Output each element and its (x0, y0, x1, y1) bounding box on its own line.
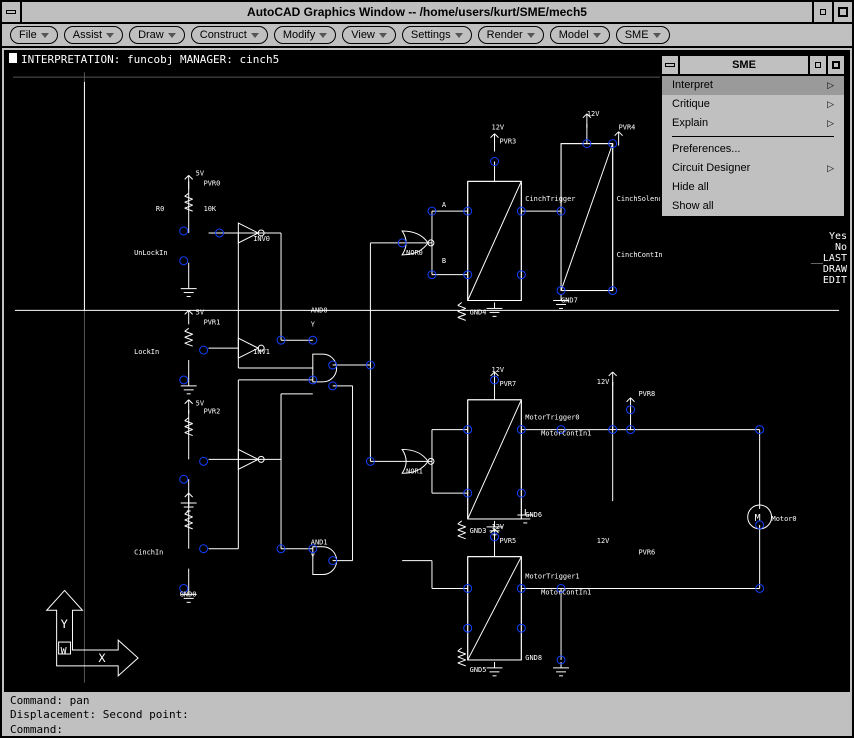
popup-title: SME (680, 59, 808, 71)
popup-max-button[interactable] (826, 56, 844, 74)
menu-draw[interactable]: Draw (129, 26, 185, 44)
side-text: EDIT (791, 275, 849, 286)
svg-text:Y: Y (311, 320, 316, 328)
side-text: Yes (791, 231, 849, 242)
svg-text:PVR3: PVR3 (499, 138, 516, 146)
menubar: File Assist Draw Construct Modify View Setting… (2, 24, 852, 48)
popup-item-hide-all[interactable]: Hide all (662, 178, 844, 197)
svg-text:CinchContIn: CinchContIn (617, 251, 663, 259)
svg-text:PVR2: PVR2 (204, 408, 221, 416)
cmd-line-2: Displacement: Second point: (10, 708, 844, 722)
svg-text:AND1: AND1 (311, 539, 328, 547)
svg-text:5V: 5V (196, 169, 204, 177)
svg-text:X: X (98, 651, 106, 665)
popup-titlebar[interactable]: SME (662, 56, 844, 76)
svg-text:12V: 12V (587, 110, 600, 118)
menu-model[interactable]: Model (550, 26, 610, 44)
menu-file[interactable]: File (10, 26, 58, 44)
svg-text:GND0: GND0 (180, 590, 197, 598)
app-window: AutoCAD Graphics Window -- /home/users/k… (0, 0, 854, 738)
window-menu-button[interactable] (2, 2, 22, 22)
svg-text:GND3: GND3 (470, 527, 487, 535)
side-text: __LAST (791, 253, 849, 264)
svg-text:GND8: GND8 (525, 654, 542, 662)
svg-text:GND7: GND7 (561, 296, 578, 304)
svg-text:GND6: GND6 (525, 511, 542, 519)
titlebar[interactable]: AutoCAD Graphics Window -- /home/users/k… (2, 2, 852, 24)
svg-text:PVR7: PVR7 (499, 380, 516, 388)
svg-text:PVR1: PVR1 (204, 318, 221, 326)
side-text: No (791, 242, 849, 253)
svg-text:MotorTrigger1: MotorTrigger1 (525, 573, 579, 581)
svg-text:12V: 12V (492, 124, 505, 132)
svg-text:INV0: INV0 (253, 235, 270, 243)
popup-item-critique[interactable]: Critique▷ (662, 95, 844, 114)
svg-text:B: B (442, 257, 446, 265)
svg-text:LockIn: LockIn (134, 348, 159, 356)
svg-text:GND5: GND5 (470, 666, 487, 674)
svg-text:UnLockIn: UnLockIn (134, 249, 167, 257)
svg-text:12V: 12V (597, 378, 610, 386)
svg-text:PVR5: PVR5 (499, 537, 516, 545)
svg-text:MotorContIn1: MotorContIn1 (541, 588, 591, 596)
cmd-line-1: Command: pan (10, 694, 844, 708)
svg-text:M: M (755, 513, 761, 524)
svg-text:INV1: INV1 (253, 348, 270, 356)
svg-text:PVR8: PVR8 (638, 390, 655, 398)
sme-popup: SME Interpret▷Critique▷Explain▷ Preferenc… (660, 54, 846, 218)
command-area[interactable]: Command: pan Displacement: Second point:… (4, 690, 850, 734)
svg-text:Y: Y (61, 617, 68, 631)
svg-text:NOR1: NOR1 (406, 467, 423, 475)
menu-sme[interactable]: SME (616, 26, 670, 44)
svg-text:Y: Y (311, 553, 316, 561)
svg-text:NOR0: NOR0 (406, 249, 423, 257)
svg-text:12V: 12V (492, 523, 505, 531)
svg-text:A: A (442, 201, 447, 209)
side-text: DRAW (791, 264, 849, 275)
svg-text:12V: 12V (597, 537, 610, 545)
svg-text:CinchTrigger: CinchTrigger (525, 195, 575, 203)
svg-text:R0: R0 (156, 205, 164, 213)
svg-text:GND4: GND4 (470, 308, 487, 316)
maximize-button[interactable] (832, 2, 852, 22)
menu-assist[interactable]: Assist (64, 26, 123, 44)
svg-text:PVR4: PVR4 (619, 124, 636, 132)
svg-text:12V: 12V (492, 366, 505, 374)
svg-text:PVR0: PVR0 (204, 179, 221, 187)
menu-view[interactable]: View (342, 26, 396, 44)
popup-item-show-all[interactable]: Show all (662, 197, 844, 216)
popup-item-interpret[interactable]: Interpret▷ (662, 76, 844, 95)
minimize-button[interactable] (812, 2, 832, 22)
svg-text:MotorContIn1: MotorContIn1 (541, 430, 591, 438)
menu-settings[interactable]: Settings (402, 26, 472, 44)
popup-item-preferences-[interactable]: Preferences... (662, 140, 844, 159)
svg-text:PVR6: PVR6 (638, 549, 655, 557)
popup-menu-button[interactable] (662, 56, 680, 74)
menu-construct[interactable]: Construct (191, 26, 268, 44)
svg-text:CinchIn: CinchIn (134, 549, 163, 557)
cmd-line-3: Command: (10, 723, 844, 737)
menu-modify[interactable]: Modify (274, 26, 336, 44)
svg-text:10K: 10K (204, 205, 217, 213)
popup-item-explain[interactable]: Explain▷ (662, 114, 844, 133)
menu-render[interactable]: Render (478, 26, 544, 44)
svg-text:W: W (61, 646, 67, 657)
popup-item-circuit-designer[interactable]: Circuit Designer▷ (662, 159, 844, 178)
popup-separator (672, 136, 834, 137)
svg-text:5V: 5V (196, 308, 204, 316)
popup-min-button[interactable] (808, 56, 826, 74)
svg-text:MotorTrigger0: MotorTrigger0 (525, 414, 579, 422)
svg-text:5V: 5V (196, 400, 204, 408)
svg-text:AND0: AND0 (311, 306, 328, 314)
window-title: AutoCAD Graphics Window -- /home/users/k… (22, 5, 812, 19)
